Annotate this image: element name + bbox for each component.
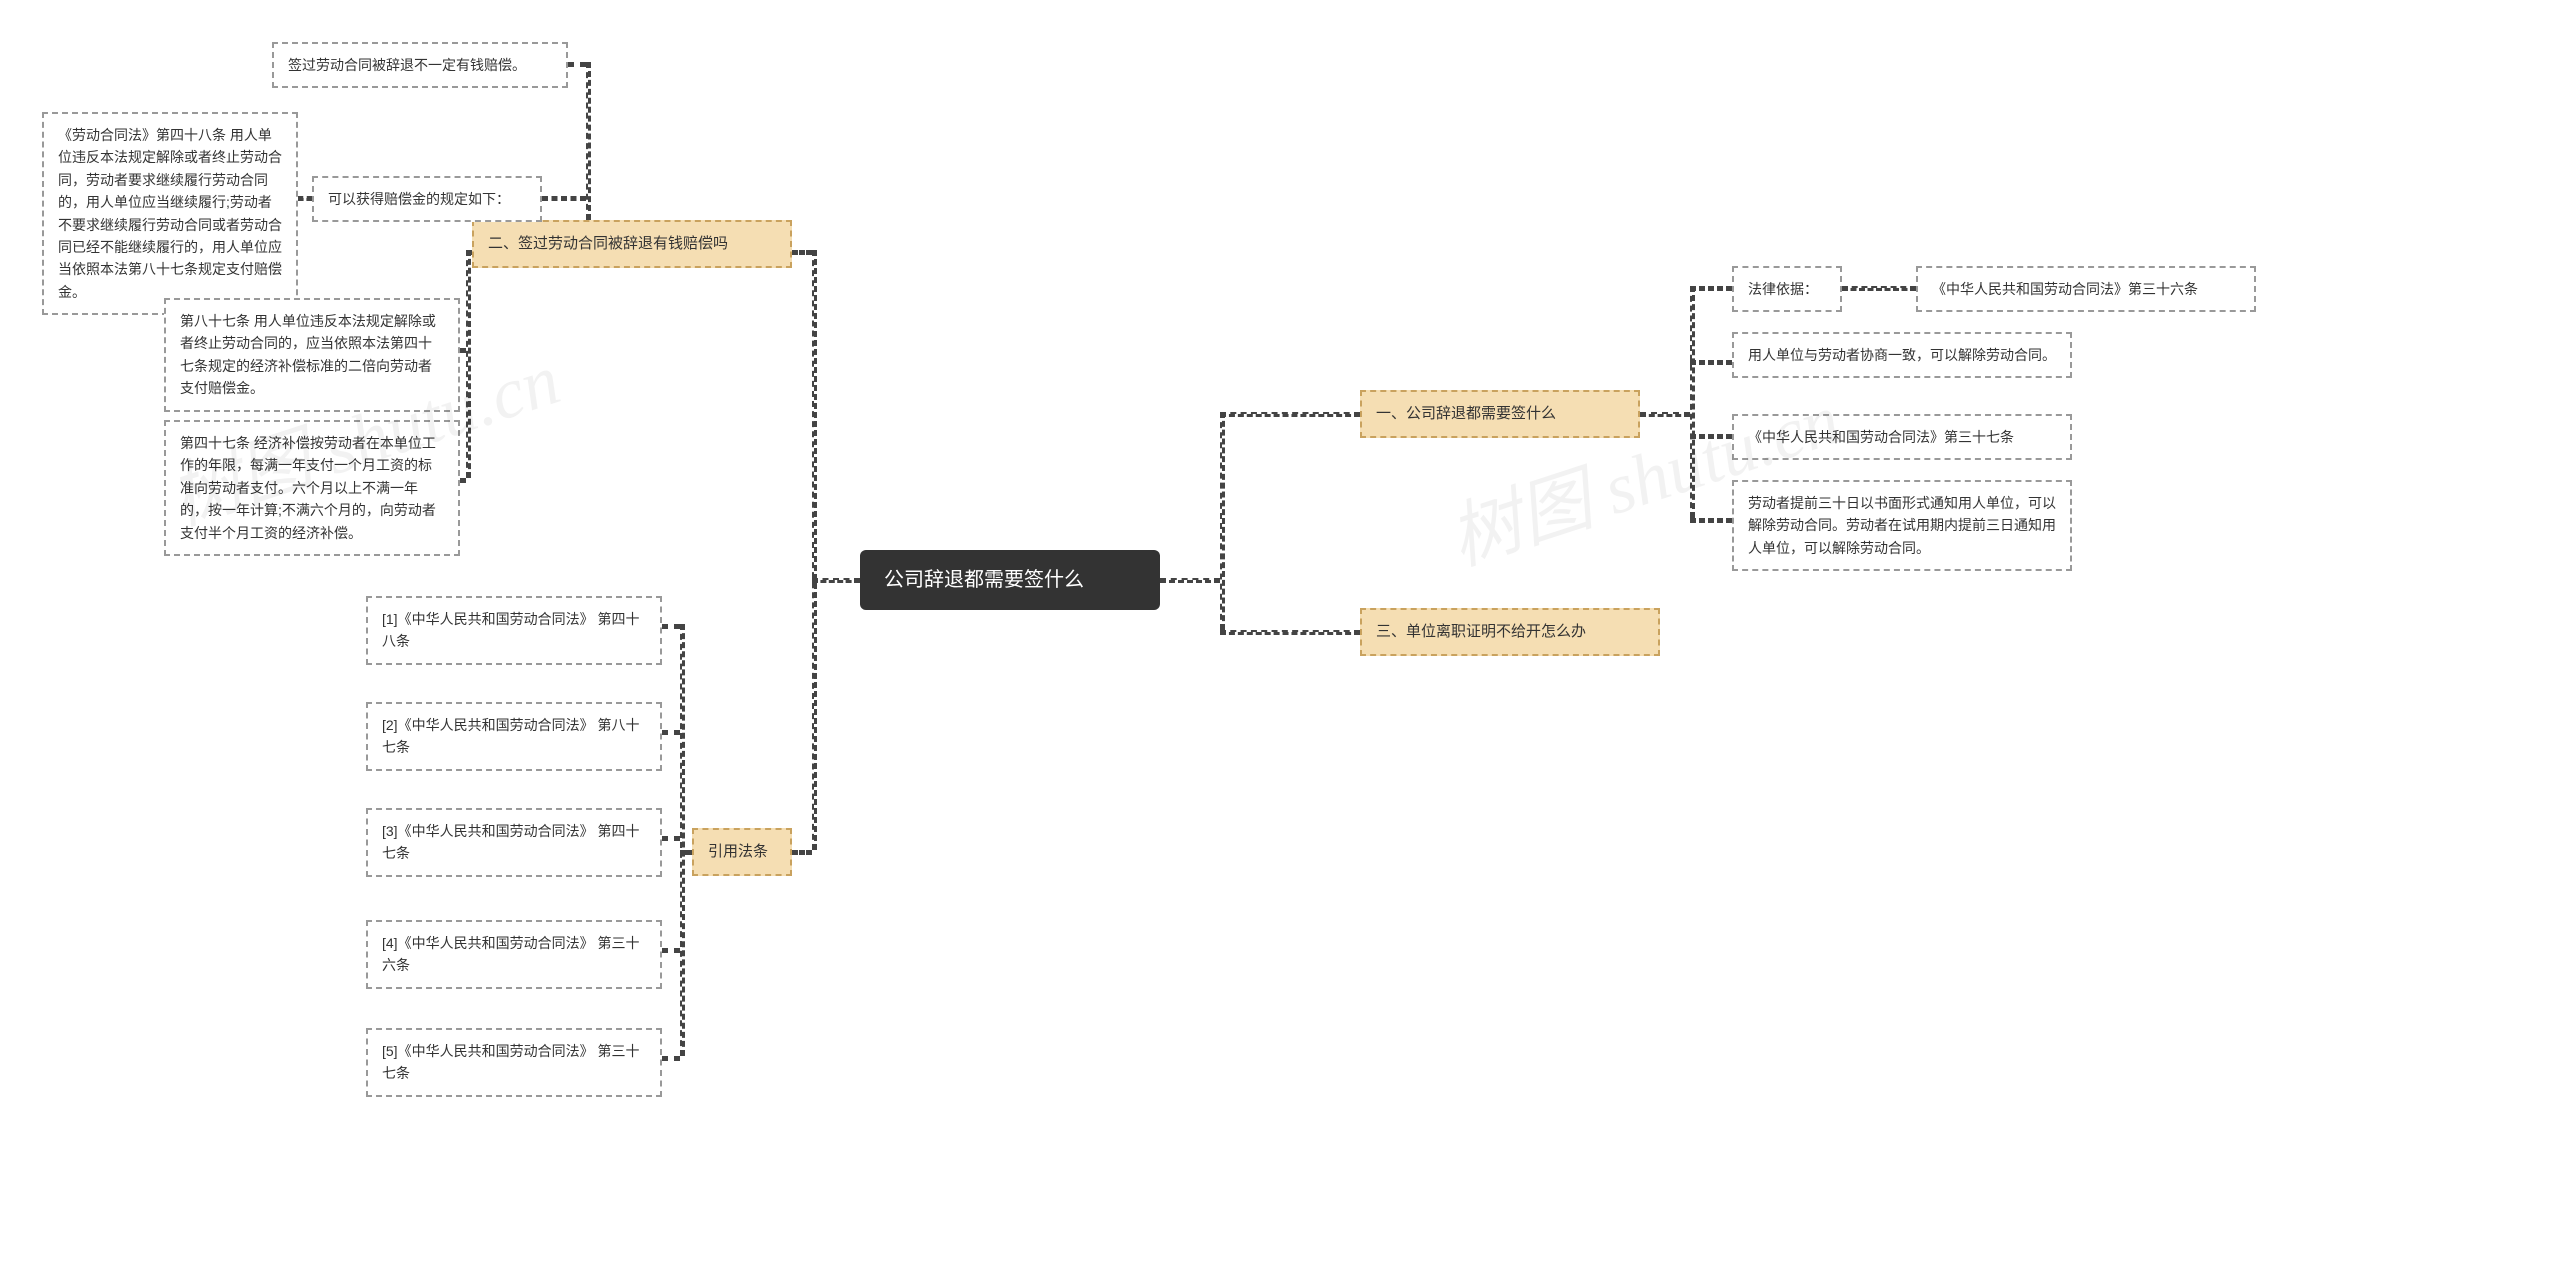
- connector: [466, 250, 471, 478]
- leaf-node: 法律依据：: [1732, 266, 1842, 312]
- connector: [1690, 286, 1732, 291]
- leaf-node: 劳动者提前三十日以书面形式通知用人单位，可以解除劳动合同。劳动者在试用期内提前三…: [1732, 480, 2072, 571]
- leaf-node: 第四十七条 经济补偿按劳动者在本单位工作的年限，每满一年支付一个月工资的标准向劳…: [164, 420, 460, 556]
- leaf-label: 第四十七条 经济补偿按劳动者在本单位工作的年限，每满一年支付一个月工资的标准向劳…: [180, 435, 436, 541]
- connector: [812, 578, 860, 583]
- leaf-node: 《劳动合同法》第四十八条 用人单位违反本法规定解除或者终止劳动合同，劳动者要求继…: [42, 112, 298, 315]
- connector: [1220, 630, 1360, 635]
- root-label: 公司辞退都需要签什么: [884, 569, 1084, 591]
- leaf-label: 劳动者提前三十日以书面形式通知用人单位，可以解除劳动合同。劳动者在试用期内提前三…: [1748, 495, 2056, 556]
- connector: [1690, 286, 1695, 518]
- leaf-node: [3]《中华人民共和国劳动合同法》 第四十七条: [366, 808, 662, 877]
- leaf-node: [4]《中华人民共和国劳动合同法》 第三十六条: [366, 920, 662, 989]
- leaf-label: [3]《中华人民共和国劳动合同法》 第四十七条: [382, 823, 639, 861]
- connector: [542, 196, 586, 201]
- branch-label: 一、公司辞退都需要签什么: [1376, 405, 1556, 422]
- connector: [1220, 412, 1225, 630]
- mindmap-root: 公司辞退都需要签什么: [860, 550, 1160, 610]
- leaf-node: 第八十七条 用人单位违反本法规定解除或者终止劳动合同的，应当依照本法第四十七条规…: [164, 298, 460, 412]
- leaf-node: [1]《中华人民共和国劳动合同法》 第四十八条: [366, 596, 662, 665]
- connector: [460, 478, 466, 483]
- connector: [1160, 578, 1220, 583]
- connector: [792, 850, 812, 855]
- leaf-label: 签过劳动合同被辞退不一定有钱赔偿。: [288, 57, 526, 73]
- leaf-node: [2]《中华人民共和国劳动合同法》 第八十七条: [366, 702, 662, 771]
- branch-node: 二、签过劳动合同被辞退有钱赔偿吗: [472, 220, 792, 268]
- connector: [662, 624, 680, 629]
- connector: [1220, 412, 1360, 417]
- leaf-label: 《中华人民共和国劳动合同法》第三十六条: [1932, 281, 2198, 297]
- leaf-node: 《中华人民共和国劳动合同法》第三十七条: [1732, 414, 2072, 460]
- connector: [298, 196, 312, 201]
- branch-node: 引用法条: [692, 828, 792, 876]
- leaf-label: 《中华人民共和国劳动合同法》第三十七条: [1748, 429, 2014, 445]
- branch-node: 一、公司辞退都需要签什么: [1360, 390, 1640, 438]
- leaf-node: [5]《中华人民共和国劳动合同法》 第三十七条: [366, 1028, 662, 1097]
- connector: [662, 730, 680, 735]
- connector: [662, 948, 680, 953]
- connector: [1842, 286, 1916, 291]
- leaf-label: 法律依据：: [1748, 281, 1818, 297]
- leaf-node: 签过劳动合同被辞退不一定有钱赔偿。: [272, 42, 568, 88]
- leaf-label: [5]《中华人民共和国劳动合同法》 第三十七条: [382, 1043, 639, 1081]
- leaf-label: 用人单位与劳动者协商一致，可以解除劳动合同。: [1748, 347, 2056, 363]
- leaf-label: [4]《中华人民共和国劳动合同法》 第三十六条: [382, 935, 639, 973]
- connector: [680, 624, 685, 1056]
- connector: [662, 836, 680, 841]
- connector: [662, 1056, 680, 1061]
- connector: [792, 250, 812, 255]
- connector: [460, 348, 466, 353]
- branch-node: 三、单位离职证明不给开怎么办: [1360, 608, 1660, 656]
- leaf-label: 《劳动合同法》第四十八条 用人单位违反本法规定解除或者终止劳动合同，劳动者要求继…: [58, 127, 282, 300]
- connector: [1690, 518, 1732, 523]
- connector: [1690, 360, 1732, 365]
- leaf-label: [1]《中华人民共和国劳动合同法》 第四十八条: [382, 611, 639, 649]
- branch-label: 三、单位离职证明不给开怎么办: [1376, 623, 1586, 640]
- connector: [1690, 434, 1732, 439]
- branch-label: 引用法条: [708, 843, 768, 860]
- connector: [812, 250, 817, 850]
- connector: [586, 62, 591, 220]
- leaf-node: 可以获得赔偿金的规定如下：: [312, 176, 542, 222]
- connector: [568, 62, 586, 67]
- leaf-node: 用人单位与劳动者协商一致，可以解除劳动合同。: [1732, 332, 2072, 378]
- connector: [1640, 412, 1690, 417]
- leaf-node: 《中华人民共和国劳动合同法》第三十六条: [1916, 266, 2256, 312]
- leaf-label: [2]《中华人民共和国劳动合同法》 第八十七条: [382, 717, 639, 755]
- leaf-label: 可以获得赔偿金的规定如下：: [328, 191, 510, 207]
- leaf-label: 第八十七条 用人单位违反本法规定解除或者终止劳动合同的，应当依照本法第四十七条规…: [180, 313, 436, 396]
- branch-label: 二、签过劳动合同被辞退有钱赔偿吗: [488, 235, 728, 252]
